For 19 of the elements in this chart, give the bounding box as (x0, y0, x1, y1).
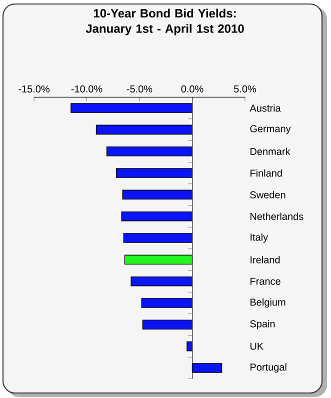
y-tick-label: Denmark (250, 148, 290, 156)
y-tick-label: Belgium (250, 298, 286, 308)
x-tick-label: -5.0% (126, 85, 152, 92)
y-tick-label: Italy (250, 233, 268, 243)
y-tick-label: Germany (250, 125, 291, 134)
y-tick-label: Austria (250, 104, 281, 112)
y-tick-label: Portugal (250, 363, 286, 373)
x-tick-label: -10.0% (71, 85, 102, 92)
y-tick-label: Netherlands (250, 212, 304, 220)
chart-title: 10-Year Bond Bid Yields: January 1st - April 1st 2010 (86, 8, 244, 36)
x-tick-label: 0.0% (181, 85, 204, 92)
y-tick-label: Spain (250, 320, 275, 330)
y-tick-label: Ireland (250, 256, 280, 264)
y-tick-label: UK (250, 342, 264, 350)
x-tick-label: 5.0% (234, 85, 256, 92)
y-tick-label: France (250, 278, 280, 285)
y-tick-label: Finland (250, 169, 282, 177)
y-tick-label: Sweden (250, 191, 286, 198)
x-tick-label: -15.0% (18, 85, 50, 92)
